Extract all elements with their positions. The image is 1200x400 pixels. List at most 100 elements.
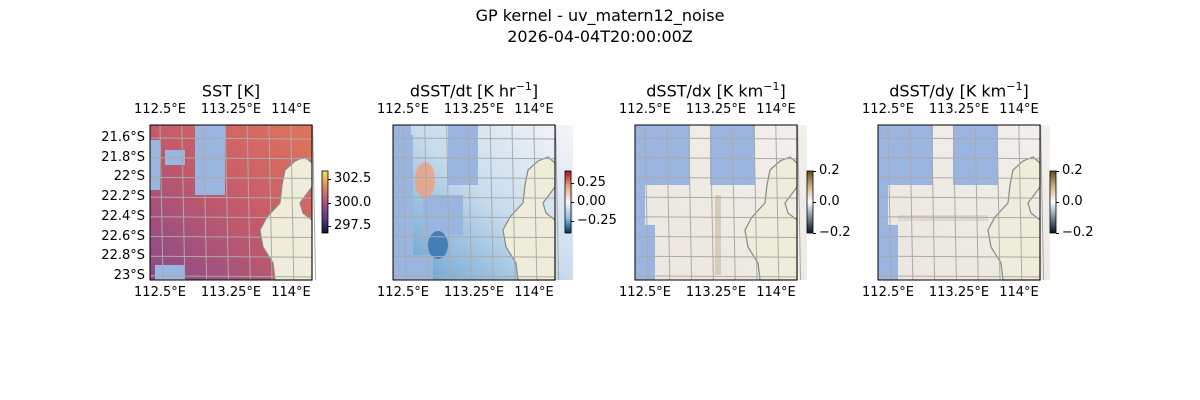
gradient-streak [898,215,988,221]
gridline-lat [149,137,313,140]
y-tick-label: 23°S [113,267,145,283]
gridline-lat [877,275,1041,278]
gridline-lon [952,124,957,281]
colorbar-tick-mark [813,171,816,172]
y-tick-label: 22.6°S [101,228,145,244]
gridline-lon [402,124,407,281]
y-tick-label: 21.6°S [101,130,145,145]
colorbar-tick-mark [328,202,331,204]
x-tick-label-top: 113.25°E [443,102,505,117]
gridline-lat [149,196,313,199]
panel-title-end: ] [1022,81,1029,101]
gridline-lat [877,236,1041,238]
gridline-lon [688,124,693,281]
gridline-lon [666,124,671,281]
x-tick-label-top: 114°E [756,102,796,117]
land [987,156,1041,281]
y-tick-label: 22.2°S [101,189,145,205]
x-tick-label-bottom: 112.5°E [134,285,186,300]
axes-frame [392,124,556,281]
gridline-lat [149,275,313,278]
gridline-lon [312,124,317,281]
x-tick-label-bottom: 114°E [514,285,554,300]
map-panel [149,124,317,281]
colorbar-tick-mark [571,221,574,223]
gridline-lat [392,236,556,238]
panel-title-text: SST [K] [201,81,261,101]
gridline-lat [877,255,1041,258]
gridline-lon [887,124,892,281]
gridline-lat [392,216,556,219]
gridline-lat [634,216,798,219]
x-tick-label-top: 112.5°E [619,102,671,117]
gridline-lon [753,124,758,281]
x-tick-label-top: 113.25°E [928,102,990,117]
gridline-lat [392,176,556,179]
gridline-lon [974,124,979,281]
x-tick-label-top: 114°E [999,102,1039,117]
colorbar-tick-label: 297.5 [334,218,372,234]
x-tick-label-top: 112.5°E [377,102,429,117]
x-tick-label-bottom: 113.25°E [200,285,262,300]
y-tick-label: 22.8°S [101,248,145,264]
colorbar-tick-label: −0.2 [1062,225,1094,240]
panel-title-text: dSST/dy [K km [889,81,1007,101]
gridline-lat [149,157,313,160]
map-panel [877,124,1050,281]
no-data-patch [393,135,413,255]
warm-anomaly [415,162,435,198]
gridline-lat [634,196,798,199]
panel-title: dSST/dx [K km−1] [596,80,836,100]
gridline-lon [555,124,560,281]
gridline-lat [634,236,798,238]
gridline-lon [268,124,273,281]
gridline-lon [224,124,229,281]
no-data-patch [635,125,690,185]
gridline-lon [246,124,251,281]
colorbar-tick-label: 0.2 [1062,163,1083,178]
x-tick-label-bottom: 113.25°E [685,285,747,300]
colorbar-tick-label: 0.00 [577,194,606,209]
gridline-lat [877,196,1041,199]
panel-title: dSST/dy [K km−1] [839,80,1079,100]
x-tick-label-bottom: 112.5°E [619,285,671,300]
gridline-lon [467,124,472,281]
x-tick-label-bottom: 113.25°E [443,285,505,300]
colorbar-tick-mark [813,202,816,203]
axes-frame [634,124,798,281]
x-tick-label-top: 113.25°E [200,102,262,117]
gridline-lon [159,124,164,281]
gridline-lat [634,255,798,258]
x-tick-label-top: 113.25°E [685,102,747,117]
gridline-lon [644,124,649,281]
no-data-patch [448,125,478,185]
gridline-lon [489,124,494,281]
gridline-lon [996,124,1001,281]
gridline-lat [149,216,313,219]
panel-title-exponent: −1 [1006,80,1023,93]
gridline-lat [634,176,798,179]
panel-title: dSST/dt [K hr−1] [354,80,594,100]
gradient-streak [715,195,721,275]
figure-title: GP kernel - uv_matern12_noise [475,6,725,25]
x-tick-label-top: 114°E [271,102,311,117]
panel-title-exponent: −1 [763,80,780,93]
x-tick-label-top: 112.5°E [862,102,914,117]
panel-title: SST [K] [111,80,351,100]
x-tick-label-bottom: 112.5°E [377,285,429,300]
colorbar-tick-label: −0.2 [819,225,851,240]
land [259,156,313,281]
gridline-lon [775,124,780,281]
x-tick-label-top: 112.5°E [134,102,186,117]
figure-subtitle-timestamp: 2026-04-04T20:00:00Z [507,27,693,46]
gridline-lat [149,255,313,258]
x-tick-label-bottom: 114°E [999,285,1039,300]
gridline-lat [877,216,1041,219]
no-data-patch [635,225,655,280]
land [502,156,556,281]
gridline-lon [424,124,429,281]
panel-title-text: dSST/dx [K km [646,81,764,101]
no-data-patch [155,265,185,280]
gridline-lon [709,124,714,281]
gridline-lon [1018,124,1023,281]
